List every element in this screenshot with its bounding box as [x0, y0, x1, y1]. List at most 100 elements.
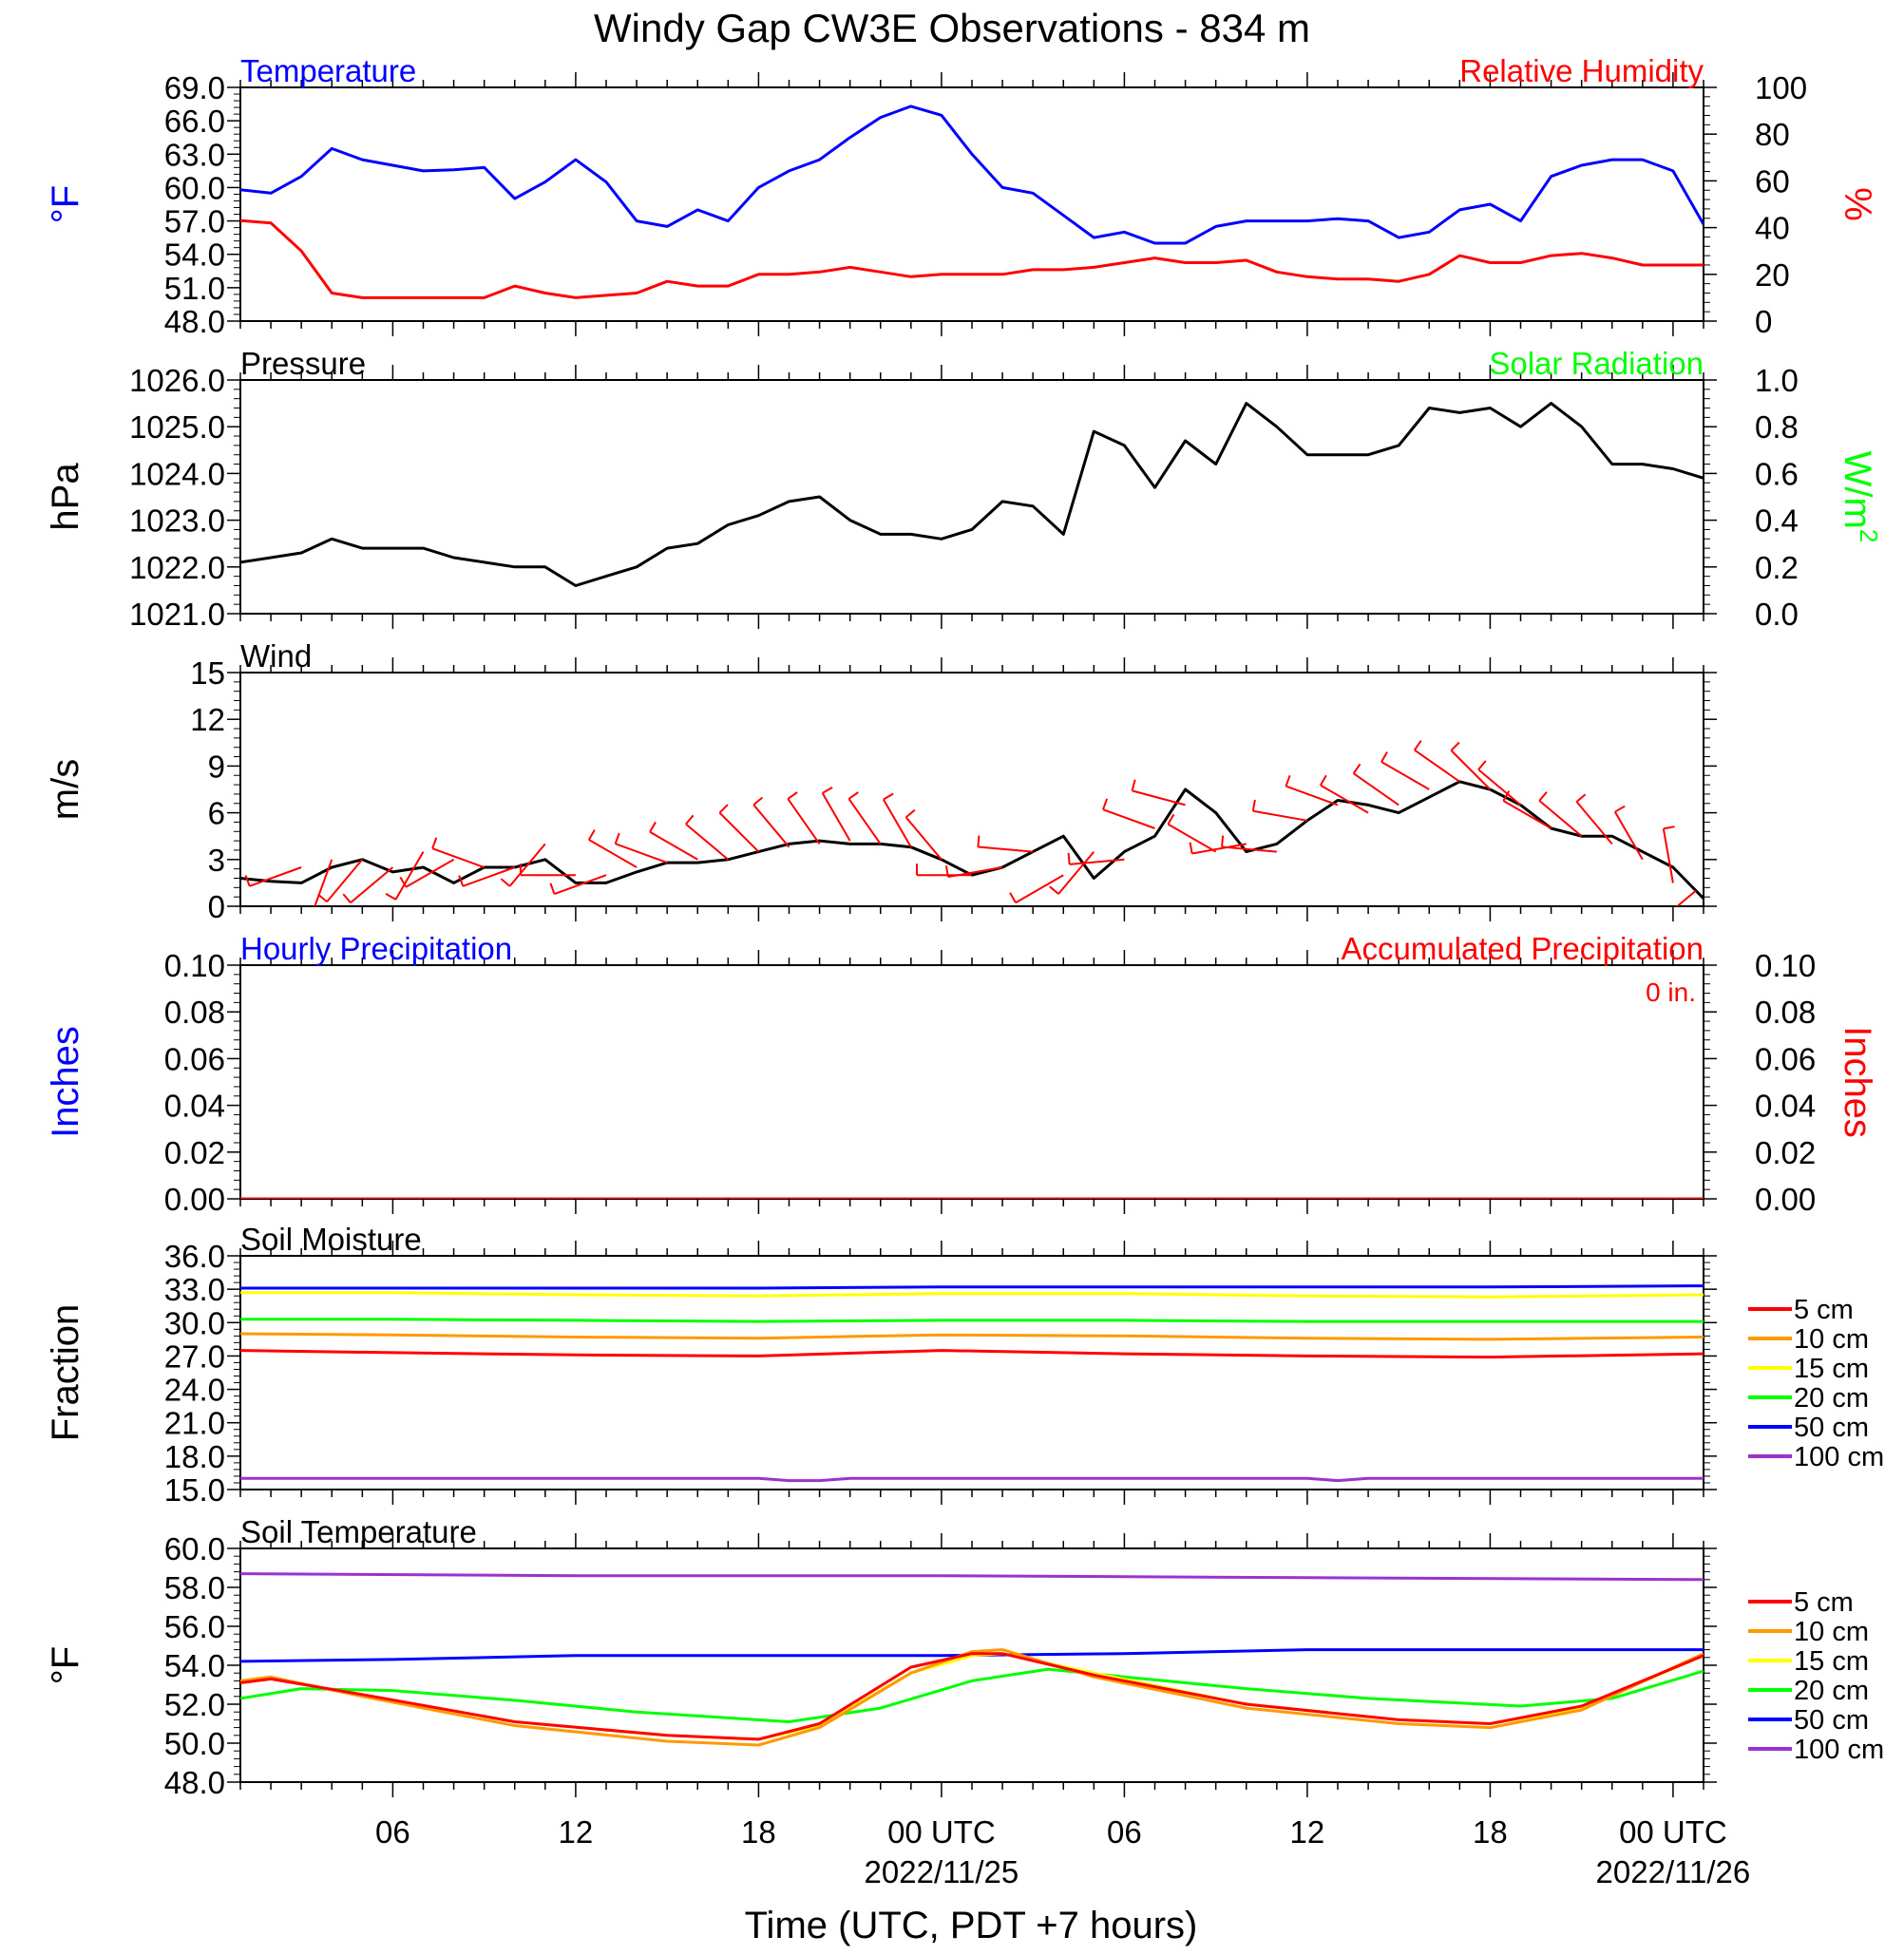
wind-barb-flag — [685, 814, 695, 826]
y-tick-label: 12 — [190, 702, 225, 737]
precip-total: 0 in. — [1646, 978, 1696, 1007]
legend-label: 100 cm — [1794, 1442, 1884, 1472]
y-axis-label: Fraction — [45, 1304, 86, 1442]
y-tick-label: 1025.0 — [129, 409, 225, 445]
y-right-tick-label: 0.8 — [1755, 409, 1799, 445]
y-tick-label: 1022.0 — [129, 550, 225, 585]
legend-label: 10 cm — [1794, 1617, 1869, 1647]
wind-barb-flag — [718, 804, 729, 814]
wind-barb-flag — [1131, 779, 1136, 791]
y-axis-right-label-text: Inches — [1837, 1026, 1878, 1138]
wind-barb — [752, 804, 790, 848]
y-axis-right-label-sup: 2 — [1855, 529, 1883, 542]
wind-barb — [405, 858, 455, 888]
y-right-tick-label: 1.0 — [1755, 363, 1799, 398]
series-line-temperature — [240, 104, 1704, 245]
panel-left-title: Soil Moisture — [240, 1222, 422, 1257]
y-tick-label: 58.0 — [164, 1570, 225, 1605]
panels: 48.051.054.057.060.063.066.069.002040608… — [45, 53, 1884, 1800]
wind-barb-flag — [1380, 751, 1388, 763]
x-tick-label: 06 — [375, 1814, 410, 1850]
wind-barb-flag — [1167, 813, 1175, 826]
wind-barb — [847, 798, 882, 845]
wind-barb — [314, 859, 333, 906]
y-axis-label: m/s — [45, 759, 86, 820]
wind-barb — [394, 851, 425, 901]
legend-label: 20 cm — [1794, 1383, 1869, 1414]
x-date-label: 2022/11/26 — [1596, 1854, 1751, 1889]
x-tick-label: 00 UTC — [1619, 1814, 1727, 1850]
wind-barb-flag — [1067, 852, 1071, 864]
wind-barb — [1221, 845, 1277, 853]
y-tick-label: 15.0 — [164, 1472, 225, 1508]
wind-barb-flag — [1251, 799, 1256, 811]
wind-barb-flag — [1189, 842, 1193, 854]
wind-barb-flag — [317, 893, 328, 902]
y-right-tick-label: 20 — [1755, 257, 1790, 293]
y-tick-label: 54.0 — [164, 237, 225, 273]
y-tick-label: 50.0 — [164, 1726, 225, 1761]
wind-barb — [508, 843, 546, 887]
wind-barb-flag — [1352, 763, 1361, 774]
panel-pressure: 1021.0 1022.0 1023.0 1024.0 1025.0 1026.0 0.0 0… — [45, 346, 1883, 632]
wind-barb-flag — [1049, 885, 1059, 895]
wind-barb-flag — [244, 875, 251, 887]
wind-barb-flag — [458, 875, 465, 887]
y-right-tick-label: 0.04 — [1755, 1089, 1816, 1124]
wind-barb — [431, 847, 486, 868]
wind-barb — [1477, 769, 1522, 807]
series-line-5-cm — [240, 1349, 1704, 1359]
y-tick-label: 0.06 — [164, 1041, 225, 1076]
series-group — [240, 402, 1704, 587]
series-line-50-cm — [240, 1284, 1704, 1290]
y-tick-label: 0.00 — [164, 1182, 225, 1217]
panel-left-title: Wind — [240, 638, 312, 674]
y-tick-label: 0 — [208, 889, 225, 924]
wind-barb — [1102, 808, 1155, 829]
y-right-tick-label: 0.2 — [1755, 550, 1799, 585]
wind-barb — [649, 830, 698, 861]
y-right-tick-label: 0.02 — [1755, 1135, 1816, 1170]
x-tick-label: 18 — [1473, 1814, 1508, 1850]
y-tick-label: 30.0 — [164, 1305, 225, 1340]
wind-barb-flag — [1477, 760, 1487, 770]
series-line-10-cm — [240, 1332, 1704, 1341]
panel-right-title: Accumulated Precipitation — [1341, 931, 1704, 966]
legend-label: 5 cm — [1794, 1295, 1854, 1325]
wind-barb — [685, 823, 729, 861]
wind-barb-flag — [822, 787, 833, 794]
y-tick-label: 69.0 — [164, 70, 225, 105]
wind-barb-flag — [431, 837, 438, 849]
wind-barb-flag — [385, 892, 397, 901]
wind-barb — [947, 866, 1003, 879]
y-tick-label: 1021.0 — [129, 597, 225, 632]
wind-barb — [1015, 874, 1064, 904]
wind-barb-flag — [1575, 793, 1587, 803]
wind-barb — [718, 811, 760, 853]
wind-barb — [462, 866, 516, 887]
y-tick-label: 3 — [208, 843, 225, 878]
wind-barb-flag — [1102, 798, 1109, 810]
wind-barb — [821, 792, 851, 842]
wind-barb-flag — [614, 832, 620, 845]
y-tick-label: 57.0 — [164, 204, 225, 239]
wind-barb — [554, 874, 607, 895]
wind-barb — [249, 866, 302, 887]
y-tick-label: 66.0 — [164, 104, 225, 139]
y-tick-label: 0.08 — [164, 995, 225, 1030]
panel-right-title: Relative Humidity — [1459, 53, 1704, 88]
wind-barb — [1353, 772, 1399, 807]
y-tick-label: 0.10 — [164, 948, 225, 983]
wind-barb-flag — [549, 883, 556, 895]
series-line-20-cm — [240, 1667, 1704, 1723]
series-line-relative-humidity — [240, 218, 1704, 299]
y-tick-label: 54.0 — [164, 1648, 225, 1683]
series-group — [240, 740, 1704, 906]
y-tick-label: 60.0 — [164, 170, 225, 205]
wind-barb-flag — [1285, 774, 1291, 787]
wind-barb-flag — [904, 808, 916, 819]
wind-barb — [1320, 784, 1369, 814]
y-right-tick-label: 0.0 — [1755, 597, 1799, 632]
y-tick-label: 1023.0 — [129, 503, 225, 539]
